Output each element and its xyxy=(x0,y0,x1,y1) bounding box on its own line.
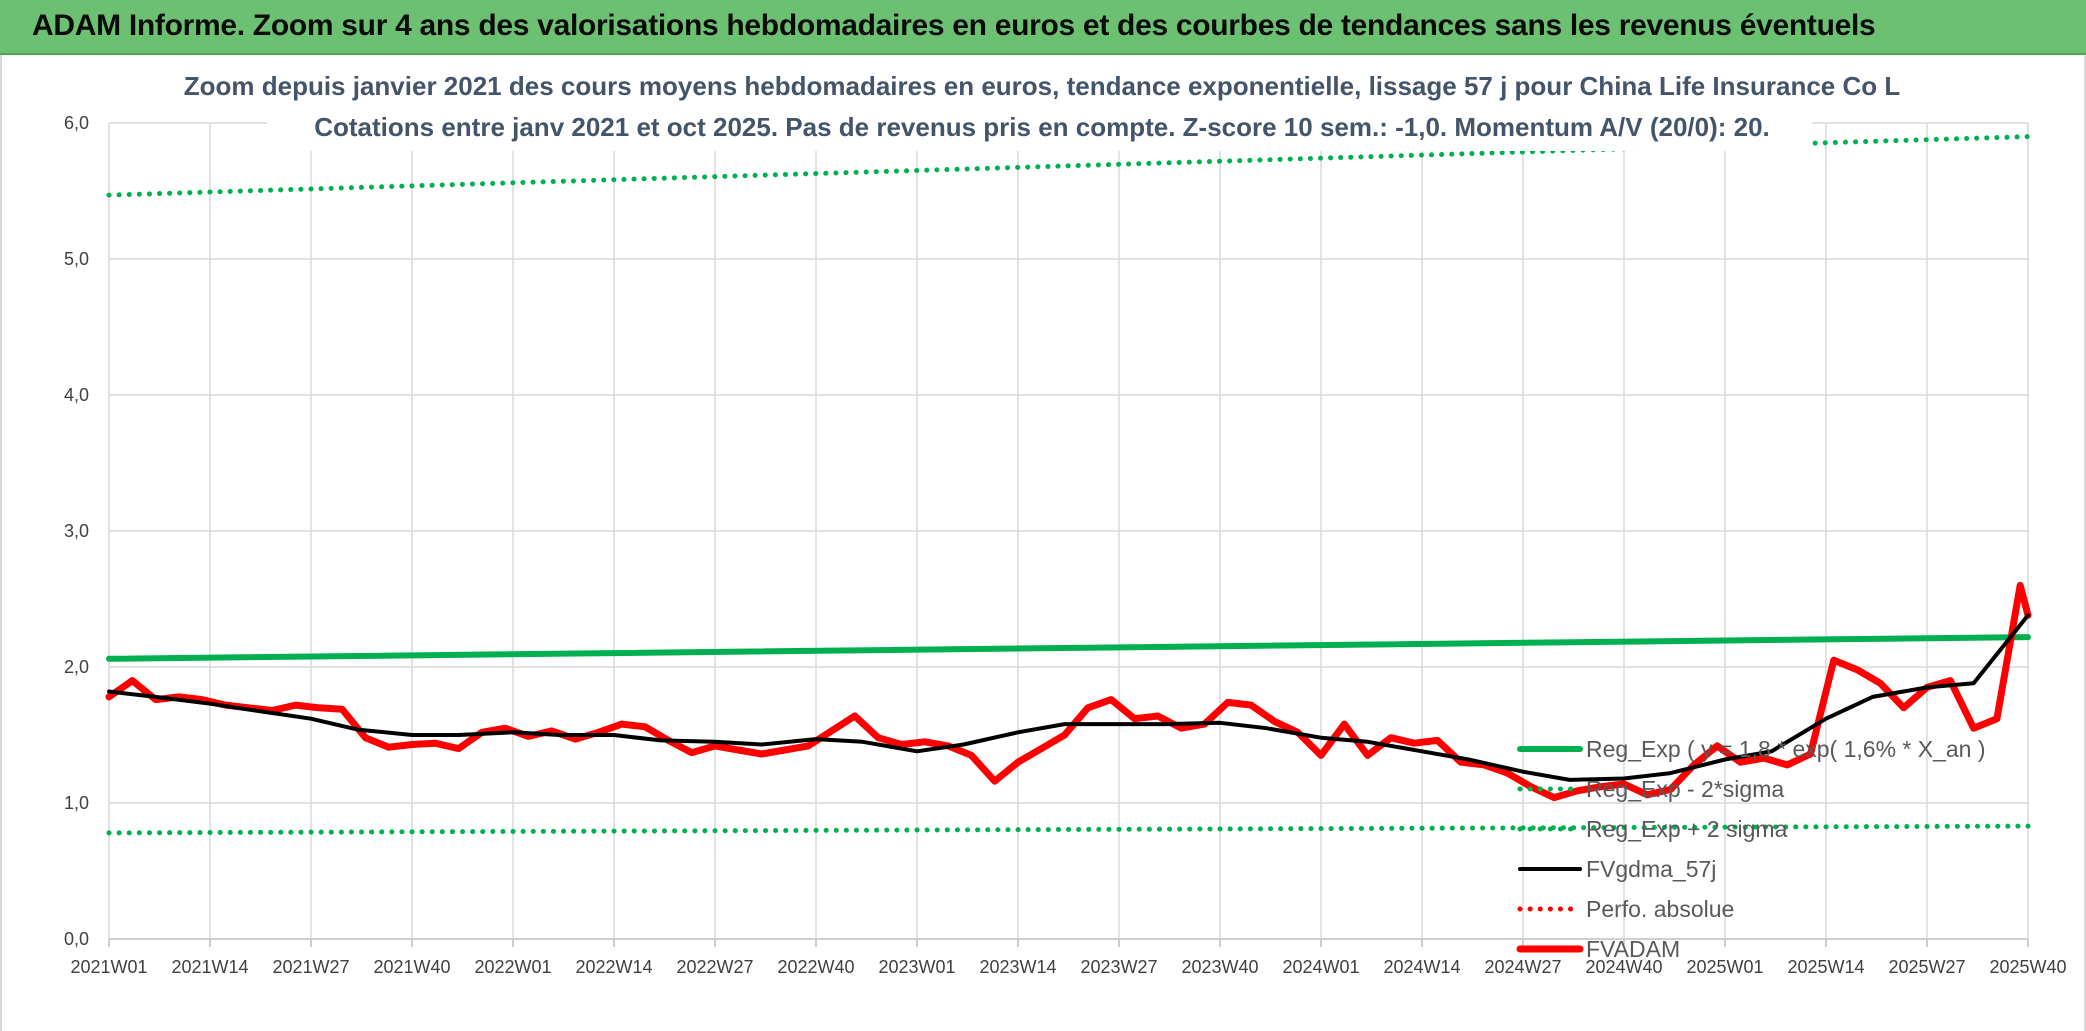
y-tick-label: 5,0 xyxy=(64,249,89,269)
x-tick-label: 2025W40 xyxy=(1989,957,2066,977)
title-background xyxy=(267,57,1812,151)
x-tick-label: 2023W27 xyxy=(1080,957,1157,977)
y-tick-label: 1,0 xyxy=(64,793,89,813)
series-line-2 xyxy=(106,134,2031,198)
x-tick-label: 2022W27 xyxy=(676,957,753,977)
series-line-1 xyxy=(106,823,2031,836)
line-chart: Zoom depuis janvier 2021 des cours moyen… xyxy=(64,57,2067,977)
chart-title: Zoom depuis janvier 2021 des cours moyen… xyxy=(184,71,1901,101)
page-title: ADAM Informe. Zoom sur 4 ans des valoris… xyxy=(32,9,1876,42)
x-tick-label: 2025W14 xyxy=(1787,957,1864,977)
legend-label: Reg_Exp + 2 sigma xyxy=(1586,816,1788,842)
legend-label: Reg_Exp - 2*sigma xyxy=(1586,776,1784,802)
chart-frame: Zoom depuis janvier 2021 des cours moyen… xyxy=(0,55,2086,1031)
series-line-5 xyxy=(105,581,2032,802)
legend-label: FVADAM xyxy=(1586,936,1680,962)
y-tick-label: 0,0 xyxy=(64,929,89,949)
x-tick-label: 2024W01 xyxy=(1282,957,1359,977)
chart-series xyxy=(105,134,2032,836)
header-bar: ADAM Informe. Zoom sur 4 ans des valoris… xyxy=(0,0,2086,55)
series-line-3 xyxy=(107,613,2030,782)
x-tick-label: 2021W14 xyxy=(171,957,248,977)
x-tick-label: 2024W40 xyxy=(1585,957,1662,977)
x-tick-label: 2023W01 xyxy=(878,957,955,977)
y-tick-label: 6,0 xyxy=(64,113,89,133)
chart-grid xyxy=(108,122,2029,940)
series-line-0 xyxy=(106,634,2031,662)
x-tick-label: 2023W40 xyxy=(1181,957,1258,977)
x-tick-label: 2021W01 xyxy=(70,957,147,977)
chart-title-block: Zoom depuis janvier 2021 des cours moyen… xyxy=(184,57,1901,151)
x-tick-label: 2021W40 xyxy=(373,957,450,977)
x-tick-label: 2021W27 xyxy=(272,957,349,977)
legend-label: FVgdma_57j xyxy=(1586,856,1716,882)
x-tick-label: 2025W01 xyxy=(1686,957,1763,977)
y-tick-label: 2,0 xyxy=(64,657,89,677)
x-tick-label: 2023W14 xyxy=(979,957,1056,977)
y-tick-label: 4,0 xyxy=(64,385,89,405)
legend-label: Perfo. absolue xyxy=(1586,896,1734,922)
chart-subtitle: Cotations entre janv 2021 et oct 2025. P… xyxy=(314,112,1770,142)
chart-axes: 0,0 1,0 2,0 3,0 4,0 5,0 6,0 2021W01 2021W14 2021W… xyxy=(64,113,2067,977)
x-tick-label: 2022W14 xyxy=(575,957,652,977)
x-tick-label: 2025W27 xyxy=(1888,957,1965,977)
x-tick-label: 2024W27 xyxy=(1484,957,1561,977)
x-tick-label: 2022W01 xyxy=(474,957,551,977)
x-tick-label: 2022W40 xyxy=(777,957,854,977)
legend-label: Reg_Exp ( y = 1,8 * exp( 1,6% * X_an ) xyxy=(1586,736,1986,762)
y-tick-label: 3,0 xyxy=(64,521,89,541)
x-tick-label: 2024W14 xyxy=(1383,957,1460,977)
chart-legend: Reg_Exp ( y = 1,8 * exp( 1,6% * X_an ) Re… xyxy=(1516,736,1986,962)
